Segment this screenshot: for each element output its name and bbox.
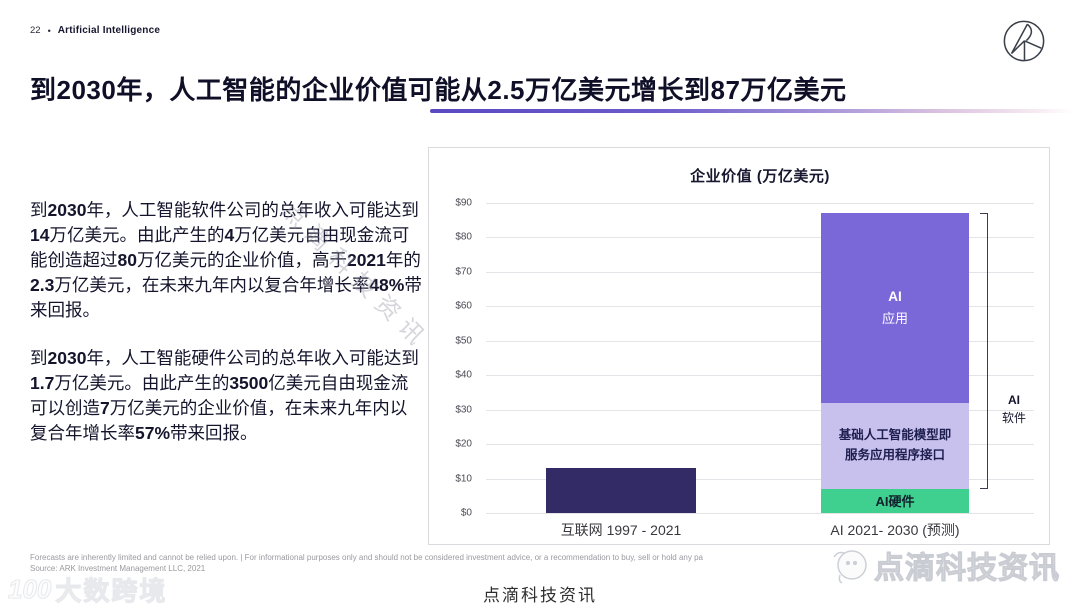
disclaimer-line2: Source: ARK Investment Management LLC, 2… [30,564,206,574]
intro-paragraph-hardware: 到2030年，人工智能硬件公司的总年收入可能达到1.7万亿美元。由此产生的350… [30,348,419,444]
chart-title: 企业价值 (万亿美元) [690,168,830,185]
section-label: Artificial Intelligence [57,25,161,36]
bar-ai: AI 应用 基础人工智能模型即 服务应用程序接口 AI硬件 [821,203,969,513]
x-label-ai: AI 2021- 2030 (预测) [830,522,960,538]
ai-software-label: AI 软件 [1001,393,1026,425]
segment-foundation-models: 基础人工智能模型即 服务应用程序接口 [821,402,969,489]
intro-text: 到2030年，人工智能软件公司的总年收入可能达到14万亿美元。由此产生的4万亿美… [30,198,424,469]
title-underline-gradient [430,109,1072,113]
segment-ai-hardware-label: AI硬件 [875,494,915,510]
segment-ai-applications-label-line2: 应用 [881,311,908,327]
y-axis-labels: $0 $10 $20 $30 $40 $50 $60 $70 $80 $90 [455,197,472,519]
bar-internet [546,203,696,513]
chart-panel: 企业价值 (万亿美元) $0 $10 $20 $30 $40 $50 $60 $70 $80 $9… [428,147,1050,545]
segment-ai-applications-label-line1: AI [888,289,902,305]
bar-internet-segment [546,468,696,513]
disclaimer-line1: Forecasts are inherently limited and can… [30,553,703,562]
ai-software-bracket [980,213,988,489]
ark-logo-icon [1003,20,1045,62]
segment-ai-applications: AI 应用 [821,213,969,403]
x-label-internet: 互联网 1997 - 2021 [560,522,682,538]
footer-center-watermark: 点滴科技资讯 [483,586,597,605]
segment-foundation-models-label-line2: 服务应用程序接口 [844,447,945,462]
plot-area: AI 应用 基础人工智能模型即 服务应用程序接口 AI硬件 AI 软件 [486,203,1034,514]
page-title: 到2030年，人工智能的企业价值可能从2.5万亿美元增长到87万亿美元 [30,75,847,105]
segment-foundation-models-label-line1: 基础人工智能模型即 [838,428,952,443]
segment-ai-hardware: AI硬件 [821,488,969,513]
intro-paragraph-software: 到2030年，人工智能软件公司的总年收入可能达到14万亿美元。由此产生的4万亿美… [30,200,422,321]
disclaimer: Forecasts are inherently limited and can… [30,552,960,574]
header: 22 • Artificial Intelligence [30,25,160,36]
page-number: 22 [30,25,41,36]
header-separator-dot: • [47,25,51,36]
